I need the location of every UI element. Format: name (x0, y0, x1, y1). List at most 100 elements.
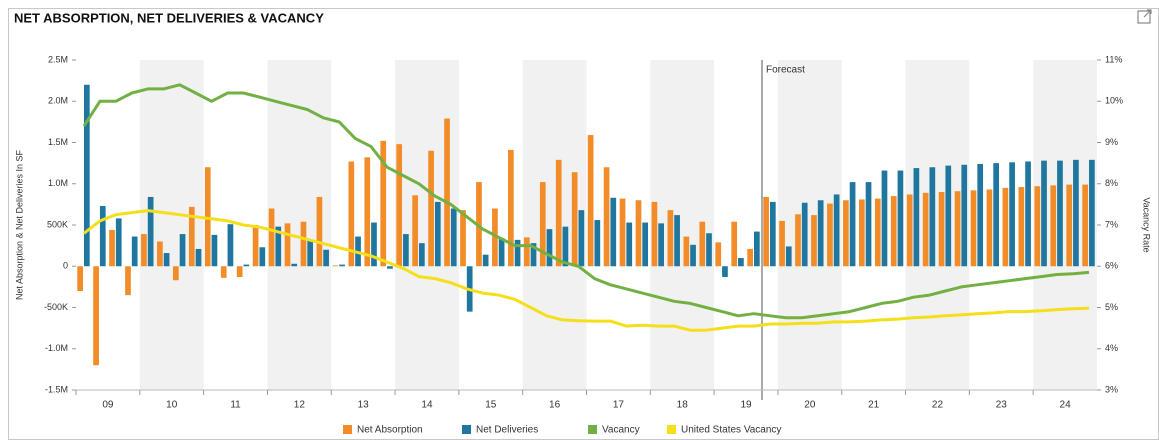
bar (460, 210, 466, 267)
x-tick-label: 11 (230, 400, 241, 411)
bar (874, 198, 881, 267)
bar (348, 161, 355, 267)
bar (332, 265, 339, 267)
x-tick-label: 19 (740, 400, 752, 411)
bar (897, 170, 904, 267)
x-tick-label: 22 (932, 400, 944, 411)
bar (444, 118, 450, 267)
bar (508, 149, 514, 267)
bar (906, 194, 913, 267)
legend-label: Net Absorption (357, 425, 423, 436)
bar (562, 226, 569, 267)
y-tick-label: 1.5M (48, 137, 68, 147)
bar (658, 223, 664, 267)
bar (339, 264, 345, 267)
bar (179, 234, 186, 267)
y2-tick-label: 11% (1105, 54, 1122, 64)
x-tick-label: 18 (677, 400, 689, 411)
bar (99, 206, 106, 267)
bar (252, 225, 259, 267)
bar (890, 196, 897, 267)
bar (396, 144, 403, 267)
y-tick-label: -1.5M (45, 384, 68, 394)
bar (115, 218, 122, 267)
y-tick-label: 2.0M (48, 96, 68, 106)
bar (93, 266, 99, 366)
bar (371, 222, 377, 267)
bar (172, 266, 179, 281)
bar (77, 266, 83, 291)
y2-tick-label: 7% (1105, 219, 1118, 229)
bar (970, 190, 977, 267)
bar (109, 229, 115, 267)
bar (603, 167, 610, 267)
bar (1050, 185, 1057, 267)
legend-label: Net Deliveries (476, 425, 538, 436)
x-tick-label: 16 (549, 400, 561, 411)
bar (785, 246, 792, 267)
y-tick-label: 2.5M (48, 54, 68, 64)
bar (195, 248, 202, 267)
bar (163, 253, 170, 267)
bar (795, 214, 801, 267)
bar (1034, 186, 1041, 267)
x-tick-label: 17 (613, 400, 625, 411)
bar (843, 200, 849, 267)
bar (243, 264, 250, 267)
bar (993, 163, 1000, 267)
y-tick-label: -500K (44, 302, 68, 312)
bar (259, 247, 266, 267)
bar (220, 266, 227, 278)
bar (913, 168, 920, 267)
y2-tick-label: 10% (1105, 96, 1123, 106)
bar (498, 238, 505, 267)
y-tick-label: 500K (47, 219, 68, 229)
bar (747, 248, 754, 267)
bar (626, 222, 633, 267)
bar (587, 135, 594, 267)
bar (954, 191, 961, 267)
legend-swatch (462, 425, 471, 434)
bar (594, 220, 601, 267)
bar (738, 258, 744, 267)
bar (754, 231, 760, 267)
bar (131, 236, 138, 267)
line (83, 209, 1090, 332)
expand-icon[interactable] (1137, 9, 1152, 24)
x-tick-label: 09 (102, 400, 114, 411)
bar (307, 239, 314, 267)
y-tick-label: 0 (63, 261, 68, 271)
y2-tick-label: 6% (1105, 261, 1118, 271)
bar (141, 234, 147, 267)
bar (1089, 159, 1095, 267)
forecast-label: Forecast (766, 65, 805, 76)
bar (610, 197, 617, 267)
bar (523, 237, 530, 267)
bar (1082, 184, 1089, 267)
bar (147, 196, 154, 267)
bar (428, 150, 434, 267)
legend-swatch (667, 425, 676, 434)
bar (881, 170, 888, 267)
x-tick-label: 12 (294, 400, 306, 411)
bar (683, 236, 690, 267)
bar (690, 244, 696, 267)
bar (938, 192, 945, 267)
bar (555, 159, 562, 267)
bar (858, 199, 865, 267)
x-tick-label: 20 (804, 400, 816, 411)
bar (667, 210, 674, 267)
legend-swatch (588, 425, 597, 434)
legend-label: United States Vacancy (681, 425, 781, 436)
bar (546, 229, 553, 267)
bar (1073, 159, 1079, 267)
bar (945, 165, 952, 267)
x-tick-label: 23 (996, 400, 1008, 411)
bar (769, 201, 776, 267)
bar (482, 254, 489, 267)
bar (1041, 160, 1047, 267)
bar (674, 215, 680, 267)
bar (578, 210, 585, 267)
bar (380, 140, 387, 267)
